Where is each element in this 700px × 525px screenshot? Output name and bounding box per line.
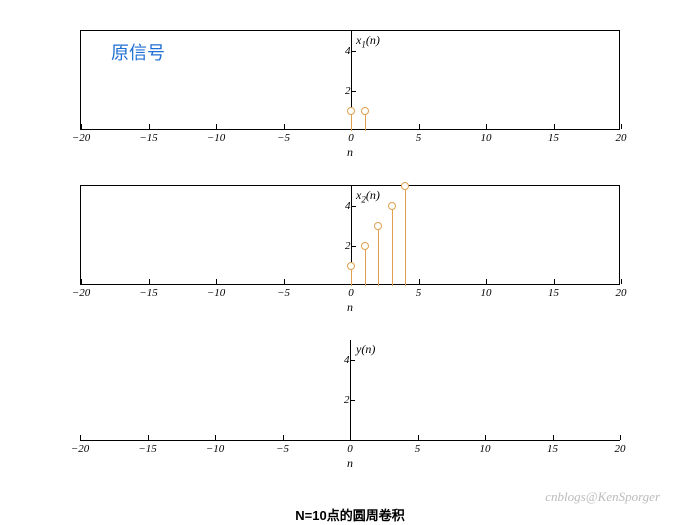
xtick-label: −5 bbox=[276, 443, 289, 455]
xtick-mark bbox=[284, 124, 285, 129]
ytick-mark bbox=[351, 206, 356, 207]
xtick-label: −5 bbox=[277, 287, 290, 299]
xtick-mark bbox=[418, 435, 419, 440]
xtick-mark bbox=[215, 435, 216, 440]
figure-caption: N=10点的圆周卷积 bbox=[295, 505, 404, 524]
ytick-mark bbox=[351, 246, 356, 247]
ytick-label: 4 bbox=[345, 200, 351, 212]
xtick-mark bbox=[554, 279, 555, 284]
xtick-label: 0 bbox=[347, 443, 353, 455]
stem-line bbox=[392, 206, 393, 286]
xtick-mark bbox=[554, 124, 555, 129]
xtick-label: 5 bbox=[415, 443, 421, 455]
xtick-mark bbox=[553, 435, 554, 440]
xtick-label: 20 bbox=[616, 287, 627, 299]
stem-line bbox=[378, 226, 379, 286]
xtick-label: 5 bbox=[416, 132, 422, 144]
ylabel: x2(n) bbox=[356, 188, 380, 204]
xtick-label: −10 bbox=[207, 132, 225, 144]
ytick-label: 2 bbox=[345, 85, 351, 97]
xtick-mark bbox=[81, 124, 82, 129]
xtick-label: 20 bbox=[615, 443, 626, 455]
xtick-label: 20 bbox=[616, 132, 627, 144]
xtick-mark bbox=[149, 279, 150, 284]
xtick-mark bbox=[419, 124, 420, 129]
xtick-label: 0 bbox=[348, 287, 354, 299]
ytick-label: 2 bbox=[344, 394, 350, 406]
xtick-label: 10 bbox=[481, 132, 492, 144]
ytick-label: 2 bbox=[345, 240, 351, 252]
xtick-mark bbox=[216, 124, 217, 129]
ylabel: y(n) bbox=[356, 342, 375, 357]
stem-marker bbox=[401, 182, 409, 190]
y-axis-line bbox=[350, 340, 351, 440]
xtick-label: 15 bbox=[547, 443, 558, 455]
stem-marker bbox=[361, 107, 369, 115]
xtick-mark bbox=[621, 124, 622, 129]
xlabel: n bbox=[347, 300, 353, 315]
xtick-label: −20 bbox=[72, 287, 90, 299]
ytick-mark bbox=[351, 91, 356, 92]
ylabel: x1(n) bbox=[356, 33, 380, 49]
xtick-mark bbox=[216, 279, 217, 284]
xlabel: n bbox=[347, 456, 353, 471]
stem-marker bbox=[361, 242, 369, 250]
xtick-label: −5 bbox=[277, 132, 290, 144]
xtick-mark bbox=[80, 435, 81, 440]
xtick-mark bbox=[283, 435, 284, 440]
xlabel: n bbox=[347, 145, 353, 160]
xtick-mark bbox=[485, 435, 486, 440]
xtick-mark bbox=[350, 435, 351, 440]
xtick-label: 10 bbox=[481, 287, 492, 299]
ytick-mark bbox=[350, 400, 355, 401]
stem-line bbox=[405, 186, 406, 286]
xtick-label: −15 bbox=[139, 132, 157, 144]
stem-marker bbox=[347, 107, 355, 115]
panel-2: −20−15−10−50510152024ny(n) bbox=[80, 340, 620, 440]
ytick-label: 4 bbox=[344, 354, 350, 366]
xtick-label: 15 bbox=[548, 132, 559, 144]
ytick-mark bbox=[351, 51, 356, 52]
xtick-mark bbox=[486, 279, 487, 284]
x-axis-line bbox=[80, 440, 620, 441]
stem-marker bbox=[388, 202, 396, 210]
xtick-label: 5 bbox=[416, 287, 422, 299]
xtick-label: −15 bbox=[138, 443, 156, 455]
xtick-mark bbox=[621, 279, 622, 284]
xtick-label: −10 bbox=[206, 443, 224, 455]
xtick-label: −20 bbox=[71, 443, 89, 455]
xtick-mark bbox=[81, 279, 82, 284]
xtick-mark bbox=[284, 279, 285, 284]
xtick-label: 15 bbox=[548, 287, 559, 299]
panel-1: −20−15−10−50510152024nx2(n) bbox=[80, 185, 620, 285]
panel-0: −20−15−10−50510152024nx1(n)原信号 bbox=[80, 30, 620, 130]
xtick-label: −10 bbox=[207, 287, 225, 299]
xtick-mark bbox=[148, 435, 149, 440]
xtick-label: 10 bbox=[480, 443, 491, 455]
xtick-label: 0 bbox=[348, 132, 354, 144]
xtick-mark bbox=[149, 124, 150, 129]
watermark: cnblogs@KenSporger bbox=[545, 489, 660, 505]
xtick-mark bbox=[620, 435, 621, 440]
xtick-mark bbox=[419, 279, 420, 284]
xtick-mark bbox=[486, 124, 487, 129]
ytick-label: 4 bbox=[345, 45, 351, 57]
stem-marker bbox=[347, 262, 355, 270]
xtick-label: −20 bbox=[72, 132, 90, 144]
stem-marker bbox=[374, 222, 382, 230]
stem-line bbox=[365, 246, 366, 286]
annotation-original-signal: 原信号 bbox=[111, 39, 165, 65]
xtick-label: −15 bbox=[139, 287, 157, 299]
ytick-mark bbox=[350, 360, 355, 361]
